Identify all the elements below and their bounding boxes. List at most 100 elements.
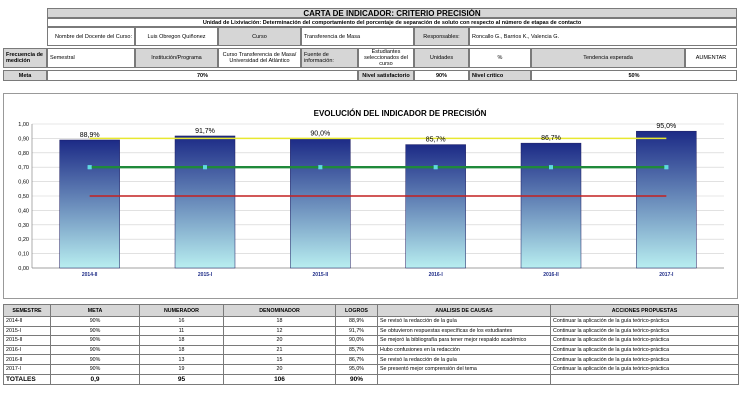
chart-bar (59, 139, 120, 269)
column-header: ACCIONES PROPUESTAS (550, 304, 739, 317)
x-tick-label: 2015-I (198, 272, 213, 278)
table-cell: Continuar la aplicación de la guía teóri… (550, 354, 739, 365)
critico-label: Nivel crítico (469, 70, 531, 81)
table-cell: 90% (50, 344, 140, 356)
table-cell: 21 (223, 344, 336, 356)
table-cell: 15 (223, 354, 336, 365)
y-tick-label: 0,50 (18, 194, 29, 200)
meta-marker (318, 165, 323, 170)
table-cell: 90% (50, 335, 140, 346)
fuente-label: Fuente de información: (301, 48, 358, 68)
table-cell: 20 (223, 363, 336, 375)
indicator-title: CARTA DE INDICADOR: CRITERIO PRECISIÓN (47, 8, 737, 18)
table-cell: 13 (139, 354, 224, 365)
y-tick-label: 0,20 (18, 237, 29, 243)
x-tick-label: 2014-II (82, 272, 98, 278)
results-table: SEMESTRE META NUMERADOR DENOMINADOR LOGROS AN… (3, 304, 739, 385)
chart-bar (174, 135, 236, 269)
data-label: 90,0% (310, 130, 330, 137)
unidades-value: % (469, 48, 531, 68)
evolution-chart: EVOLUCIÓN DEL INDICADOR DE PRECISIÓN 0,0… (18, 109, 724, 278)
totals-cell (377, 373, 551, 385)
meta-marker (203, 165, 207, 170)
data-label: 95,0% (656, 123, 676, 130)
curso-universidad-value: Curso Transferencia de Masa/ Universidad… (218, 48, 301, 68)
y-tick-label: 0,80 (18, 151, 29, 157)
table-cell: 85,7% (335, 344, 378, 356)
frecuencia-label: Frecuencia de medición (3, 48, 47, 68)
y-tick-label: 1,00 (18, 122, 29, 128)
x-tick-label: 2016-II (543, 272, 559, 278)
x-tick-label: 2017-I (659, 272, 674, 278)
responsables-value: Roncallo G., Barrios K., Valencia G. (469, 27, 737, 46)
totals-cell: 106 (223, 373, 336, 385)
unidades-label: Unidades (414, 48, 469, 68)
totals-cell: 90% (335, 373, 378, 385)
table-row: 2014-II 90% 16 18 88,9% Se revisó la redacció… (3, 316, 739, 327)
table-cell: 95,0% (335, 363, 378, 375)
tendencia-label: Tendencia esperada (531, 48, 685, 68)
satisfactorio-value: 90% (414, 70, 469, 81)
table-cell: 18 (139, 344, 224, 356)
table-cell: 90% (50, 325, 140, 337)
chart-bar (405, 144, 466, 269)
table-row: 2015-II 90% 18 20 90,0% Se mejoró la bibliogr… (3, 335, 739, 346)
y-tick-label: 0,40 (18, 208, 29, 214)
meta-label: Meta (3, 70, 47, 81)
meta-marker (433, 165, 438, 170)
table-cell: Se revisó la redacción de la guía (377, 354, 551, 365)
table-row: 2016-I 90% 18 21 85,7% Hubo confusiones en la… (3, 344, 739, 356)
table-cell: 16 (139, 316, 224, 327)
column-header: DENOMINADOR (223, 304, 336, 317)
y-tick-label: 0,60 (18, 180, 29, 186)
table-cell: 2015-I (3, 325, 51, 337)
y-tick-label: 0,00 (18, 266, 29, 272)
docente-label: Nombre del Docente del Curso: (47, 27, 135, 46)
x-tick-label: 2015-II (313, 272, 329, 278)
frecuencia-value: Semestral (47, 48, 135, 68)
column-header: LOGROS (335, 304, 378, 317)
table-cell: Se presentó mejor comprensión del tema (377, 363, 551, 375)
table-cell: 90,0% (335, 335, 378, 346)
column-header: ANALISIS DE CAUSAS (377, 304, 551, 317)
table-cell: Continuar la aplicación de la guía teóri… (550, 325, 739, 337)
table-cell: Se mejoró la bibliografía para tener mej… (377, 335, 551, 346)
data-label: 86,7% (541, 135, 561, 142)
table-cell: 88,9% (335, 316, 378, 327)
table-row: 2016-II 90% 13 15 86,7% Se revisó la redacció… (3, 354, 739, 365)
table-cell: 2016-II (3, 354, 51, 365)
column-header: NUMERADOR (139, 304, 224, 317)
meta-value: 70% (47, 70, 358, 81)
docente-value: Luis Obregon Quiñonez (135, 27, 218, 46)
totals-cell: TOTALES (3, 373, 51, 385)
meta-marker (87, 165, 92, 170)
meta-marker (549, 165, 553, 170)
table-cell: 11 (139, 325, 224, 337)
satisfactorio-label: Nivel satisfactorio (358, 70, 414, 81)
x-tick-label: 2016-I (429, 272, 444, 278)
totals-row: TOTALES 0,9 95 106 90% (3, 373, 739, 385)
tendencia-value: AUMENTAR (685, 48, 737, 68)
table-cell: 20 (223, 335, 336, 346)
chart-bar (290, 138, 351, 269)
table-cell: Continuar la aplicación de la guía teóri… (550, 335, 739, 346)
data-label: 88,9% (80, 132, 100, 139)
y-tick-label: 0,30 (18, 223, 29, 229)
table-cell: 19 (139, 363, 224, 375)
table-cell: 12 (223, 325, 336, 337)
table-cell: 91,7% (335, 325, 378, 337)
table-cell: 90% (50, 354, 140, 365)
table-cell: 2016-I (3, 344, 51, 356)
table-row: 2015-I 90% 11 12 91,7% Se obtuvieron respuest… (3, 325, 739, 337)
table-cell: Se obtuvieron respuestas específicas de … (377, 325, 551, 337)
column-header: SEMESTRE (3, 304, 51, 317)
table-cell: 18 (223, 316, 336, 327)
institucion-label: Institución/Programa (135, 48, 218, 68)
responsables-label: Responsables: (414, 27, 469, 46)
totals-cell (550, 373, 739, 385)
y-tick-label: 0,70 (18, 165, 29, 171)
table-cell: 90% (50, 363, 140, 375)
table-row: 2017-I 90% 19 20 95,0% Se presentó mejor comp… (3, 363, 739, 375)
table-header-row: SEMESTRE META NUMERADOR DENOMINADOR LOGROS AN… (3, 304, 739, 317)
chart-title: EVOLUCIÓN DEL INDICADOR DE PRECISIÓN (314, 109, 487, 118)
